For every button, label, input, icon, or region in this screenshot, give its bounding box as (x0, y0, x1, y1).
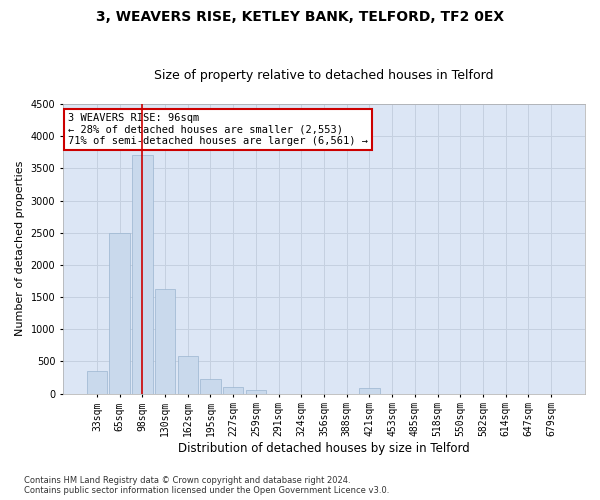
Bar (178, 356, 198, 394)
X-axis label: Distribution of detached houses by size in Telford: Distribution of detached houses by size … (178, 442, 470, 455)
Y-axis label: Number of detached properties: Number of detached properties (15, 161, 25, 336)
Bar (109, 232, 130, 394)
Text: 3, WEAVERS RISE, KETLEY BANK, TELFORD, TF2 0EX: 3, WEAVERS RISE, KETLEY BANK, TELFORD, T… (96, 10, 504, 24)
Bar (86, 371, 107, 394)
Bar (155, 288, 175, 394)
Text: Contains HM Land Registry data © Crown copyright and database right 2024.
Contai: Contains HM Land Registry data © Crown c… (24, 476, 389, 495)
Bar (132, 156, 152, 394)
Bar (223, 387, 244, 394)
Text: 3 WEAVERS RISE: 96sqm
← 28% of detached houses are smaller (2,553)
71% of semi-d: 3 WEAVERS RISE: 96sqm ← 28% of detached … (68, 112, 368, 146)
Bar (359, 388, 380, 394)
Title: Size of property relative to detached houses in Telford: Size of property relative to detached ho… (154, 69, 494, 82)
Bar (200, 379, 221, 394)
Bar (245, 390, 266, 394)
